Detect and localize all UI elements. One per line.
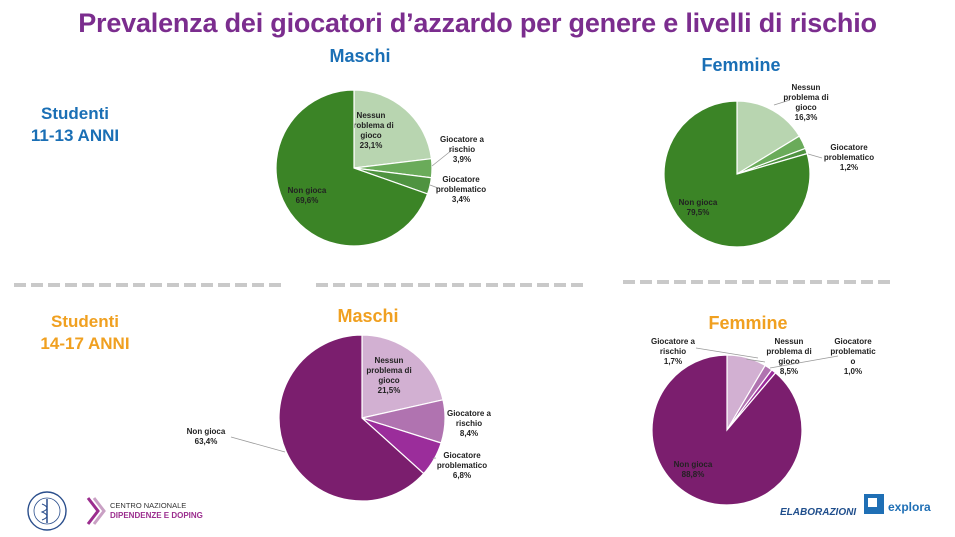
leader-line [231, 437, 285, 452]
leader-line [808, 154, 822, 158]
elaborazioni-label: ELABORAZIONI [780, 507, 856, 518]
cnd-line1: CENTRO NAZIONALE [110, 501, 186, 510]
pie-slice [652, 355, 802, 505]
explora-logo: ELABORAZIONI explora [778, 492, 948, 522]
explora-label: explora [888, 500, 931, 514]
iss-cnd-logo: CENTRO NAZIONALE DIPENDENZE E DOPING [26, 490, 216, 532]
cnd-line2: DIPENDENZE E DOPING [110, 511, 203, 520]
